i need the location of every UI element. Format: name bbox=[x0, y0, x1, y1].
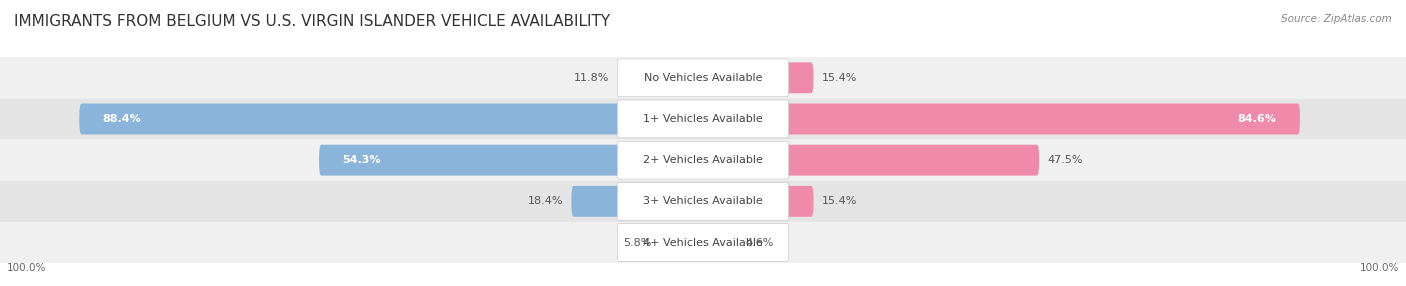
Text: 4+ Vehicles Available: 4+ Vehicles Available bbox=[643, 238, 763, 247]
Text: 54.3%: 54.3% bbox=[343, 155, 381, 165]
FancyBboxPatch shape bbox=[0, 222, 1406, 263]
Text: 4.6%: 4.6% bbox=[747, 238, 775, 247]
FancyBboxPatch shape bbox=[571, 186, 703, 217]
Text: 15.4%: 15.4% bbox=[821, 73, 858, 83]
Text: 3+ Vehicles Available: 3+ Vehicles Available bbox=[643, 196, 763, 206]
Text: 2+ Vehicles Available: 2+ Vehicles Available bbox=[643, 155, 763, 165]
Text: 100.0%: 100.0% bbox=[7, 263, 46, 273]
Text: No Vehicles Available: No Vehicles Available bbox=[644, 73, 762, 83]
Text: 100.0%: 100.0% bbox=[1360, 263, 1399, 273]
FancyBboxPatch shape bbox=[659, 227, 703, 258]
FancyBboxPatch shape bbox=[617, 141, 789, 179]
Text: 84.6%: 84.6% bbox=[1237, 114, 1277, 124]
Text: 88.4%: 88.4% bbox=[103, 114, 142, 124]
FancyBboxPatch shape bbox=[617, 224, 789, 261]
FancyBboxPatch shape bbox=[703, 227, 738, 258]
FancyBboxPatch shape bbox=[79, 104, 703, 134]
FancyBboxPatch shape bbox=[617, 182, 789, 220]
FancyBboxPatch shape bbox=[0, 57, 1406, 98]
Text: 11.8%: 11.8% bbox=[574, 73, 610, 83]
FancyBboxPatch shape bbox=[703, 62, 814, 93]
Text: 47.5%: 47.5% bbox=[1047, 155, 1083, 165]
Text: Source: ZipAtlas.com: Source: ZipAtlas.com bbox=[1281, 14, 1392, 24]
Text: 1+ Vehicles Available: 1+ Vehicles Available bbox=[643, 114, 763, 124]
FancyBboxPatch shape bbox=[703, 145, 1039, 176]
Text: 15.4%: 15.4% bbox=[821, 196, 858, 206]
FancyBboxPatch shape bbox=[617, 59, 789, 97]
FancyBboxPatch shape bbox=[319, 145, 703, 176]
Text: IMMIGRANTS FROM BELGIUM VS U.S. VIRGIN ISLANDER VEHICLE AVAILABILITY: IMMIGRANTS FROM BELGIUM VS U.S. VIRGIN I… bbox=[14, 14, 610, 29]
FancyBboxPatch shape bbox=[703, 104, 1301, 134]
FancyBboxPatch shape bbox=[0, 140, 1406, 181]
FancyBboxPatch shape bbox=[617, 100, 789, 138]
FancyBboxPatch shape bbox=[617, 62, 703, 93]
Text: 5.8%: 5.8% bbox=[623, 238, 652, 247]
FancyBboxPatch shape bbox=[0, 181, 1406, 222]
FancyBboxPatch shape bbox=[703, 186, 814, 217]
Text: 18.4%: 18.4% bbox=[527, 196, 562, 206]
FancyBboxPatch shape bbox=[0, 98, 1406, 140]
